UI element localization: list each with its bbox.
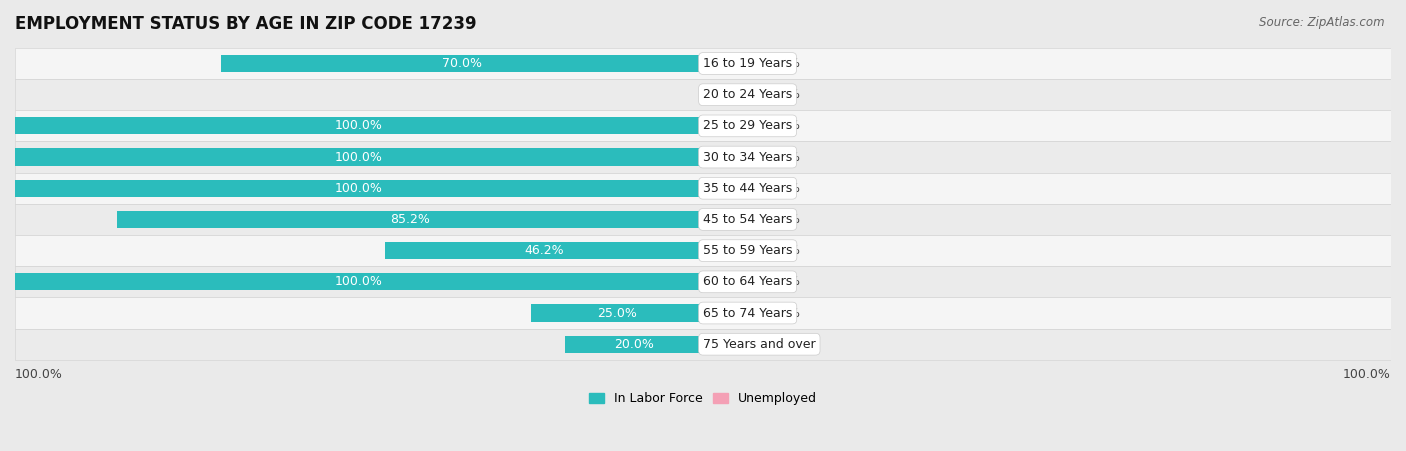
Text: EMPLOYMENT STATUS BY AGE IN ZIP CODE 17239: EMPLOYMENT STATUS BY AGE IN ZIP CODE 172… <box>15 15 477 33</box>
Text: 30 to 34 Years: 30 to 34 Years <box>703 151 792 164</box>
Bar <box>15 204 1391 235</box>
Bar <box>703 273 758 290</box>
Bar <box>703 242 758 259</box>
Text: 0.0%: 0.0% <box>768 276 800 288</box>
Bar <box>117 211 703 228</box>
Text: 100.0%: 100.0% <box>1343 368 1391 381</box>
Text: 100.0%: 100.0% <box>335 276 382 288</box>
Bar <box>15 142 1391 173</box>
Bar <box>703 86 758 103</box>
Bar <box>385 242 703 259</box>
Text: 65 to 74 Years: 65 to 74 Years <box>703 307 793 319</box>
Bar <box>703 117 758 134</box>
Bar <box>565 336 703 353</box>
Bar <box>15 329 1391 360</box>
Bar <box>221 55 703 72</box>
Bar <box>703 55 758 72</box>
Bar <box>703 211 758 228</box>
Text: 20 to 24 Years: 20 to 24 Years <box>703 88 792 101</box>
Bar <box>15 266 1391 297</box>
Text: 100.0%: 100.0% <box>15 368 63 381</box>
Text: 25 to 29 Years: 25 to 29 Years <box>703 120 792 133</box>
Text: 60 to 64 Years: 60 to 64 Years <box>703 276 792 288</box>
Text: 0.0%: 0.0% <box>768 151 800 164</box>
Bar <box>15 297 1391 329</box>
Text: 0.0%: 0.0% <box>768 307 800 319</box>
Text: 100.0%: 100.0% <box>335 182 382 195</box>
Bar <box>15 179 703 197</box>
Text: 46.2%: 46.2% <box>524 244 564 257</box>
Text: 35 to 44 Years: 35 to 44 Years <box>703 182 792 195</box>
Bar <box>15 110 1391 142</box>
Bar <box>703 148 758 166</box>
Text: 0.0%: 0.0% <box>768 57 800 70</box>
Bar <box>703 179 758 197</box>
Legend: In Labor Force, Unemployed: In Labor Force, Unemployed <box>583 387 823 410</box>
Text: 0.0%: 0.0% <box>768 182 800 195</box>
Text: 20.0%: 20.0% <box>614 338 654 351</box>
Text: 25.0%: 25.0% <box>598 307 637 319</box>
Text: 0.0%: 0.0% <box>768 88 800 101</box>
Text: 85.2%: 85.2% <box>389 213 430 226</box>
Text: 0.0%: 0.0% <box>768 120 800 133</box>
Bar <box>15 148 703 166</box>
Bar <box>15 273 703 290</box>
Bar <box>703 336 758 353</box>
Bar <box>15 79 1391 110</box>
Text: 16 to 19 Years: 16 to 19 Years <box>703 57 792 70</box>
Text: 55 to 59 Years: 55 to 59 Years <box>703 244 793 257</box>
Text: 0.0%: 0.0% <box>768 338 800 351</box>
Bar <box>531 304 703 322</box>
Bar <box>15 117 703 134</box>
Text: 0.0%: 0.0% <box>768 213 800 226</box>
Text: Source: ZipAtlas.com: Source: ZipAtlas.com <box>1260 16 1385 29</box>
Bar <box>15 173 1391 204</box>
Text: 70.0%: 70.0% <box>443 57 482 70</box>
Text: 75 Years and over: 75 Years and over <box>703 338 815 351</box>
Bar <box>703 304 758 322</box>
Bar <box>15 48 1391 79</box>
Text: 100.0%: 100.0% <box>335 151 382 164</box>
Bar <box>15 235 1391 266</box>
Text: 45 to 54 Years: 45 to 54 Years <box>703 213 793 226</box>
Text: 0.0%: 0.0% <box>768 244 800 257</box>
Text: 100.0%: 100.0% <box>335 120 382 133</box>
